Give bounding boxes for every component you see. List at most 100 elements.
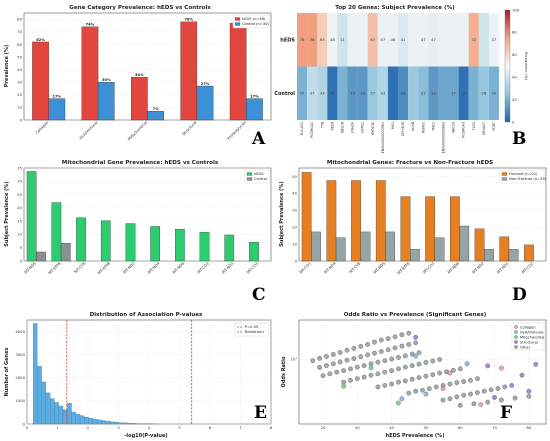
heatmap-column-label: TTN bbox=[320, 121, 324, 129]
panel-d: Mitochondrial Genes: Fracture vs Non-Fra… bbox=[279, 160, 547, 305]
heatmap-cell bbox=[367, 66, 378, 120]
panel-e: Distribution of Association P-values Num… bbox=[4, 312, 273, 439]
heatmap-cell bbox=[468, 66, 479, 120]
heatmap-cell-label: 3 bbox=[331, 90, 334, 95]
scatter-point bbox=[413, 353, 418, 359]
scatter-point bbox=[378, 349, 384, 354]
scatter-point bbox=[348, 377, 353, 383]
histogram-bar bbox=[109, 421, 115, 425]
scatter-point bbox=[427, 386, 432, 391]
y-tick-label: 20 bbox=[17, 205, 22, 210]
heatmap-cell bbox=[458, 13, 469, 67]
scatter-point bbox=[416, 350, 422, 356]
x-tick-label: 20 bbox=[321, 425, 326, 430]
heatmap-cell-label: 76 bbox=[300, 37, 305, 42]
heatmap-cell-label: 20 bbox=[492, 90, 497, 95]
legend-swatch bbox=[246, 177, 253, 181]
histogram-bar bbox=[32, 323, 38, 425]
colorbar-label: Prevalence (%) bbox=[524, 52, 529, 81]
bar bbox=[60, 243, 71, 262]
heatmap-column-label: ZFYVE26 bbox=[401, 122, 405, 136]
scatter-point bbox=[330, 352, 336, 357]
scatter-point bbox=[430, 372, 436, 378]
scatter-point bbox=[399, 332, 405, 338]
heatmap-cell bbox=[317, 66, 328, 120]
heatmap-column-label: MYO15A bbox=[371, 121, 375, 135]
scatter-point bbox=[468, 391, 473, 397]
heatmap-column-label: HSPG2 bbox=[361, 122, 365, 133]
x-tick-label: MT-CO3 bbox=[422, 260, 436, 274]
legend-label: Non-Fracture (n=29) bbox=[509, 177, 547, 181]
y-tick-label: 25 bbox=[17, 192, 22, 197]
y-tick-label: 20 bbox=[292, 224, 297, 229]
scatter-point bbox=[396, 400, 401, 406]
scatter-point bbox=[368, 365, 374, 371]
legend-label: Structural bbox=[520, 340, 538, 344]
heatmap-cell bbox=[418, 13, 429, 67]
heatmap-cell bbox=[377, 13, 388, 67]
heatmap-cell bbox=[337, 66, 348, 120]
panel-a-letter: A bbox=[251, 129, 266, 149]
heatmap-cell-label: 3 bbox=[462, 90, 465, 95]
scatter-point bbox=[402, 364, 408, 370]
scatter-point bbox=[406, 330, 412, 336]
x-tick-label: HLA/Immune bbox=[78, 119, 99, 140]
panel-f-xlabel: hEDS Prevalence (%) bbox=[386, 433, 445, 439]
scatter-point bbox=[478, 402, 484, 407]
bar bbox=[131, 77, 148, 121]
bar bbox=[459, 225, 470, 262]
heatmap-column-label: ABCC6 bbox=[452, 122, 456, 133]
scatter-point bbox=[464, 361, 470, 367]
bar bbox=[224, 234, 235, 262]
scatter-point bbox=[320, 373, 326, 379]
bar bbox=[301, 172, 312, 262]
legend-label: Other bbox=[520, 345, 531, 349]
heatmap-cell bbox=[387, 13, 398, 67]
heatmap-cell-label: 13 bbox=[360, 90, 365, 95]
scatter-point bbox=[392, 345, 398, 351]
scatter-point bbox=[365, 352, 370, 358]
y-tick-label: 15 bbox=[17, 218, 22, 223]
scatter-point bbox=[399, 396, 405, 402]
y-tick-label: 40 bbox=[292, 191, 297, 196]
scatter-point bbox=[447, 381, 453, 387]
scatter-point bbox=[457, 402, 463, 408]
scatter-point bbox=[344, 357, 350, 363]
heatmap-column-label: RELN bbox=[330, 121, 334, 130]
scatter-point bbox=[413, 340, 418, 346]
x-tick-label: MT-CO2 bbox=[520, 260, 534, 274]
bar bbox=[508, 249, 519, 262]
heatmap-cell-label: 33 bbox=[320, 90, 325, 95]
heatmap-cell-label: 13 bbox=[431, 90, 436, 95]
scatter-point bbox=[375, 384, 381, 390]
heatmap-column-label: MX1 bbox=[391, 122, 395, 129]
x-tick-label: Mitochondrial bbox=[126, 120, 148, 142]
x-tick-label: MT-ATP6 bbox=[47, 260, 62, 275]
panel-f: Odds Ratio vs Prevalence (Significant Ge… bbox=[281, 312, 547, 439]
colorbar-tick-label: 80 bbox=[512, 30, 517, 35]
heatmap-cell bbox=[347, 13, 358, 67]
scatter-point bbox=[457, 366, 463, 372]
scatter-point bbox=[330, 361, 336, 367]
x-tick-label: MT-ND2 bbox=[122, 260, 136, 274]
legend-label: HLA/Immune bbox=[520, 330, 544, 334]
heatmap-cell bbox=[377, 66, 388, 120]
x-tick-label: 50 bbox=[424, 425, 429, 430]
scatter-point bbox=[344, 347, 350, 353]
legend-label: Control (n=30) bbox=[242, 22, 269, 26]
scatter-point bbox=[310, 358, 316, 364]
bar bbox=[199, 232, 210, 262]
legend-swatch bbox=[234, 17, 241, 21]
heatmap-cell bbox=[478, 66, 489, 120]
data-label: 78% bbox=[184, 18, 193, 22]
y-tick-label: 10 bbox=[17, 232, 22, 237]
x-tick-label: 2 bbox=[87, 425, 90, 430]
bar bbox=[450, 196, 460, 262]
bar bbox=[484, 249, 494, 262]
y-tick-label: 50 bbox=[17, 54, 22, 59]
bar bbox=[360, 231, 371, 262]
scatter-point bbox=[385, 347, 391, 353]
heatmap-cell bbox=[428, 66, 439, 120]
legend-box bbox=[232, 14, 270, 29]
scatter-point bbox=[413, 334, 418, 340]
